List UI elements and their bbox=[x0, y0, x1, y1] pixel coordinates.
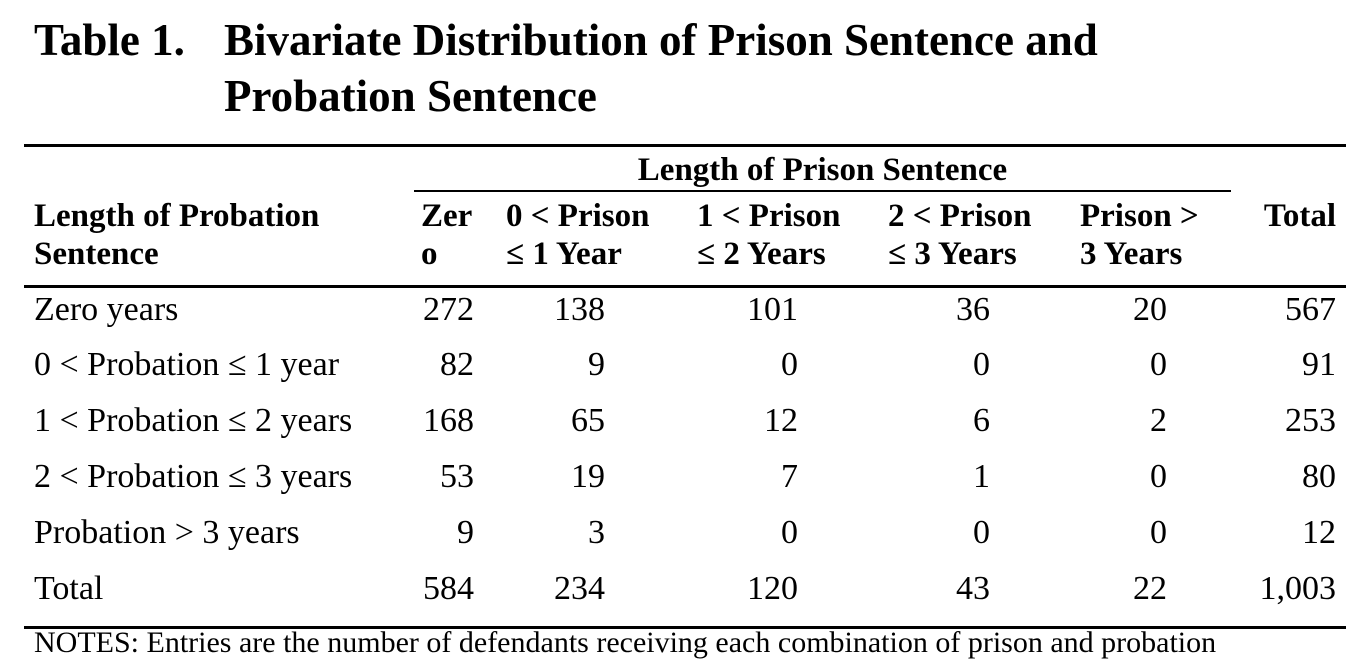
table-row: Total 584 234 120 43 22 1,003 bbox=[0, 564, 1362, 620]
table-number: Table 1. bbox=[34, 15, 185, 65]
table-cell: 80 bbox=[1302, 458, 1336, 495]
table-cell: 12 bbox=[764, 402, 798, 439]
table-cell: 3 bbox=[588, 514, 605, 551]
prison-sentence-spanner: Length of Prison Sentence bbox=[637, 152, 1008, 188]
table-cell: 53 bbox=[440, 458, 474, 495]
bottom-rule bbox=[24, 626, 1346, 629]
table-cell: 43 bbox=[956, 570, 990, 607]
caption-line-2: Probation Sentence bbox=[224, 71, 597, 121]
column-header-prison-le-1: 0 < Prison ≤ 1 Year bbox=[506, 197, 649, 273]
column-header-line-2: ≤ 2 Years bbox=[697, 236, 826, 272]
table-cell: 19 bbox=[571, 458, 605, 495]
table-cell: 138 bbox=[554, 291, 605, 328]
table-cell: 0 bbox=[1150, 458, 1167, 495]
table-row: Zero years 272 138 101 36 20 567 bbox=[0, 285, 1362, 341]
column-header-prison-le-2: 1 < Prison ≤ 2 Years bbox=[697, 197, 840, 273]
row-header-line-1: Length of Probation bbox=[34, 198, 320, 234]
table-cell: 272 bbox=[423, 291, 474, 328]
row-header: Length of Probation Sentence bbox=[34, 197, 319, 273]
row-header-line-2: Sentence bbox=[34, 236, 159, 272]
table-cell: 120 bbox=[747, 570, 798, 607]
column-header-prison-le-3: 2 < Prison ≤ 3 Years bbox=[888, 197, 1031, 273]
column-header-line-1: 0 < Prison bbox=[506, 198, 650, 234]
table-cell: 20 bbox=[1133, 291, 1167, 328]
table-cell: 6 bbox=[973, 402, 990, 439]
column-header-line-1: 1 < Prison bbox=[697, 198, 841, 234]
row-label: Total bbox=[34, 570, 104, 607]
table-cell: 91 bbox=[1302, 346, 1336, 383]
column-header-line-2: ≤ 3 Years bbox=[888, 236, 1017, 272]
table-cell: 0 bbox=[1150, 514, 1167, 551]
table-cell: 9 bbox=[457, 514, 474, 551]
table-cell: 253 bbox=[1285, 402, 1336, 439]
row-label: 2 < Probation ≤ 3 years bbox=[34, 458, 353, 495]
table-cell: 0 bbox=[973, 346, 990, 383]
column-header-line-2: ≤ 1 Year bbox=[506, 236, 622, 272]
table-cell: 22 bbox=[1133, 570, 1167, 607]
table-cell: 1 bbox=[973, 458, 990, 495]
table-cell: 9 bbox=[588, 346, 605, 383]
table-cell: 0 bbox=[973, 514, 990, 551]
column-header-line-1: 2 < Prison bbox=[888, 198, 1032, 234]
table-cell: 1,003 bbox=[1259, 570, 1337, 607]
table-cell: 168 bbox=[423, 402, 474, 439]
row-label: 0 < Probation ≤ 1 year bbox=[34, 346, 340, 383]
table-cell: 0 bbox=[781, 514, 798, 551]
row-label: 1 < Probation ≤ 2 years bbox=[34, 402, 353, 439]
table-row: 1 < Probation ≤ 2 years 168 65 12 6 2 253 bbox=[0, 396, 1362, 452]
top-rule bbox=[24, 144, 1346, 147]
table-cell: 82 bbox=[440, 346, 474, 383]
table-cell: 567 bbox=[1285, 291, 1336, 328]
column-header-prison-gt-3: Prison > 3 Years bbox=[1080, 197, 1199, 273]
spanner-rule bbox=[414, 190, 1231, 192]
header-rule bbox=[24, 285, 1346, 288]
table-row: 0 < Probation ≤ 1 year 82 9 0 0 0 91 bbox=[0, 340, 1362, 396]
table-cell: 7 bbox=[781, 458, 798, 495]
table-cell: 65 bbox=[571, 402, 605, 439]
table-notes: NOTES: Entries are the number of defenda… bbox=[34, 626, 1217, 659]
table-cell: 2 bbox=[1150, 402, 1167, 439]
column-header-zero: Zer o bbox=[421, 197, 472, 273]
table-cell: 0 bbox=[781, 346, 798, 383]
row-label: Zero years bbox=[34, 291, 179, 328]
table-cell: 0 bbox=[1150, 346, 1167, 383]
table-cell: 584 bbox=[423, 570, 474, 607]
table-cell: 101 bbox=[747, 291, 798, 328]
table-cell: 234 bbox=[554, 570, 605, 607]
table-cell: 12 bbox=[1302, 514, 1336, 551]
column-header-total: Total bbox=[1263, 198, 1336, 234]
table-row: 2 < Probation ≤ 3 years 53 19 7 1 0 80 bbox=[0, 452, 1362, 508]
row-label: Probation > 3 years bbox=[34, 514, 300, 551]
column-header-line-1: Zer bbox=[421, 198, 473, 234]
column-header-line-2: o bbox=[421, 236, 438, 272]
table-caption: Bivariate Distribution of Prison Sentenc… bbox=[224, 12, 1224, 124]
table-cell: 36 bbox=[956, 291, 990, 328]
column-header-line-2: 3 Years bbox=[1080, 236, 1183, 272]
caption-line-1: Bivariate Distribution of Prison Sentenc… bbox=[224, 15, 1098, 65]
column-header-line-1: Prison > bbox=[1080, 198, 1199, 234]
table-row: Probation > 3 years 9 3 0 0 0 12 bbox=[0, 508, 1362, 564]
